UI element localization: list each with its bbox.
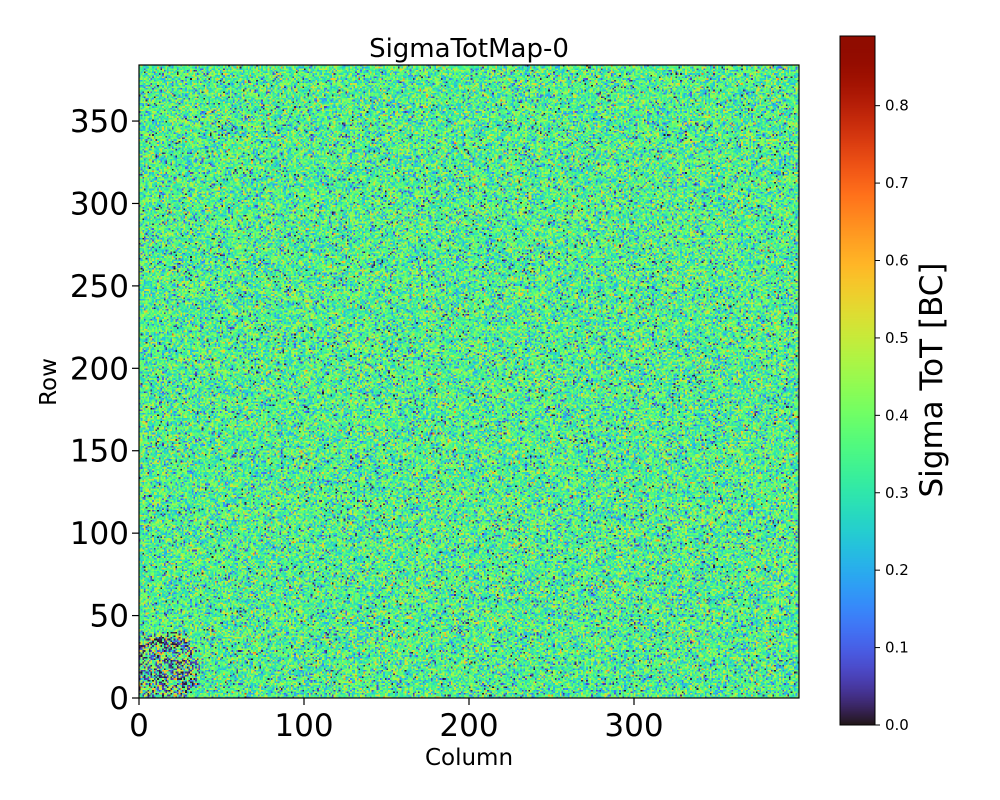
y-tick-label: 50	[90, 599, 129, 635]
y-tick-label: 100	[70, 516, 129, 552]
heatmap-plot-area	[138, 64, 800, 699]
y-axis-label: Row	[36, 358, 62, 406]
x-tick-label: 0	[129, 708, 149, 744]
x-tick-label: 200	[439, 708, 498, 744]
y-tick-label: 350	[70, 104, 129, 140]
colorbar-tick-label: 0.6	[885, 252, 909, 270]
y-tick-label: 0	[109, 681, 129, 717]
heatmap-cells	[139, 65, 799, 698]
colorbar-tick-label: 0.2	[885, 561, 909, 579]
colorbar-tick-label: 0.4	[885, 406, 909, 424]
x-axis-ticks: 0 100 200 300	[129, 698, 664, 744]
x-axis-label: Column	[425, 745, 513, 771]
chart-title: SigmaTotMap-0	[369, 34, 569, 64]
x-tick-label: 100	[274, 708, 333, 744]
y-tick-label: 250	[70, 269, 129, 305]
colorbar-tick-label: 0.7	[885, 174, 909, 192]
colorbar-frame	[839, 35, 876, 726]
y-tick-label: 300	[70, 186, 129, 222]
colorbar-label: Sigma ToT [BC]	[914, 263, 950, 498]
colorbar-gradient	[840, 36, 875, 725]
y-tick-label: 150	[70, 434, 129, 470]
y-tick-label: 200	[70, 351, 129, 387]
colorbar-tick-label: 0.8	[885, 97, 909, 115]
y-axis-ticks: 0 50 100 150 200 250 300 350	[70, 104, 139, 717]
colorbar-tick-label: 0.0	[885, 716, 909, 734]
colorbar-tick-label: 0.3	[885, 484, 909, 502]
colorbar-tick-label: 0.5	[885, 329, 909, 347]
x-tick-label: 300	[604, 708, 663, 744]
colorbar-tick-label: 0.1	[885, 639, 909, 657]
colorbar-ticks: 0.0 0.1 0.2 0.3 0.4 0.5 0.6 0.7 0.8	[875, 97, 909, 734]
colorbar: 0.0 0.1 0.2 0.3 0.4 0.5 0.6 0.7 0.8 Sigma ToT [B…	[839, 35, 950, 734]
